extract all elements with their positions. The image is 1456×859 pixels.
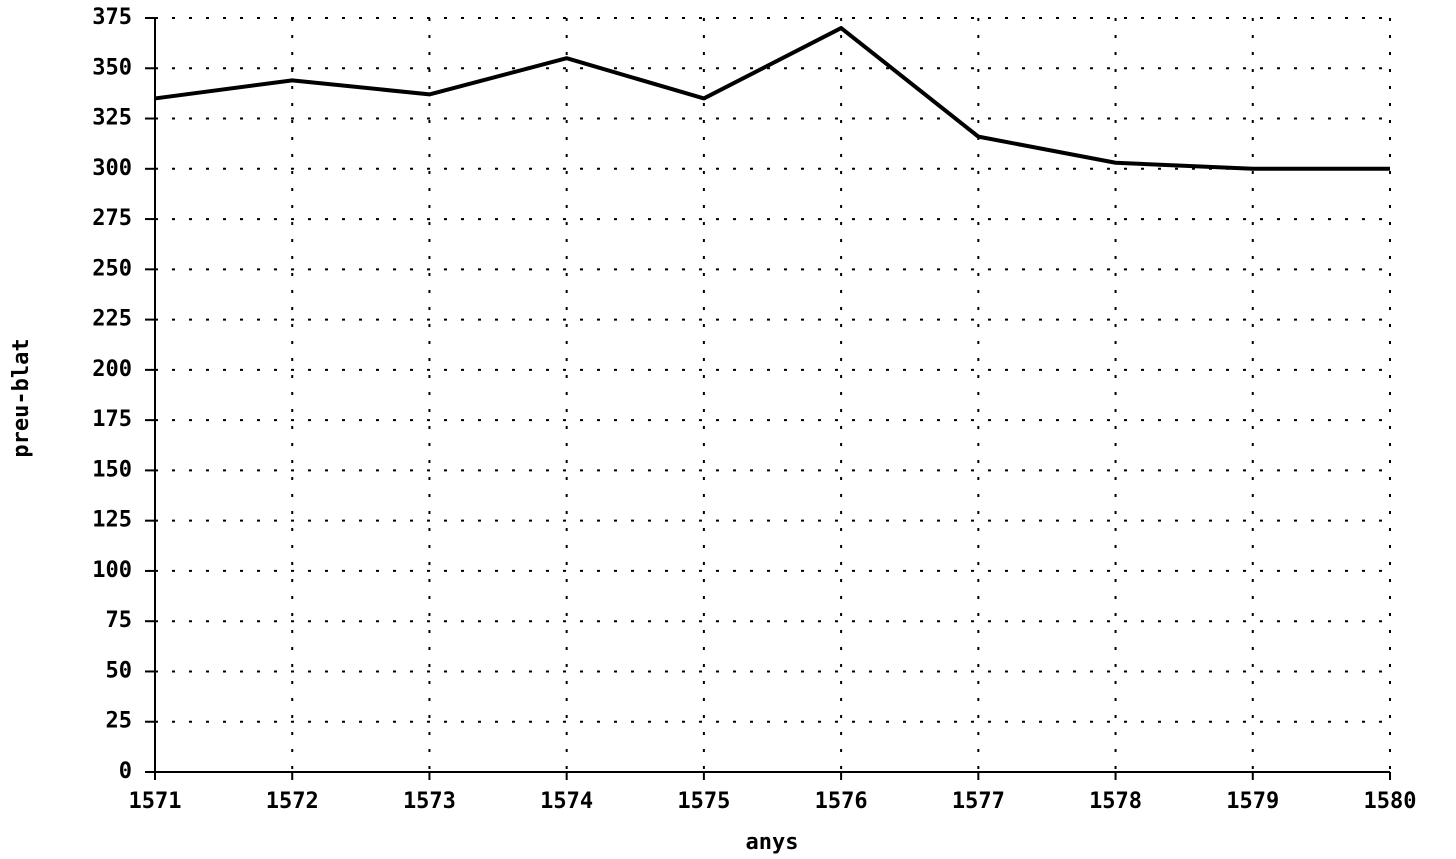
x-tick-label: 1574 bbox=[540, 789, 593, 814]
x-tick-label: 1571 bbox=[129, 789, 182, 814]
y-tick-label: 200 bbox=[92, 357, 132, 382]
x-tick-label: 1572 bbox=[266, 789, 319, 814]
x-tick-label: 1580 bbox=[1364, 789, 1417, 814]
x-axis-label: anys bbox=[746, 830, 799, 855]
x-tick-label: 1573 bbox=[403, 789, 456, 814]
y-tick-label: 375 bbox=[92, 5, 132, 30]
y-tick-label: 75 bbox=[106, 608, 133, 633]
y-tick-label: 275 bbox=[92, 206, 132, 231]
y-tick-label: 350 bbox=[92, 55, 132, 80]
y-tick-label: 50 bbox=[106, 658, 133, 683]
y-tick-label: 150 bbox=[92, 457, 132, 482]
x-tick-label: 1577 bbox=[952, 789, 1005, 814]
y-tick-label: 225 bbox=[92, 307, 132, 332]
y-tick-label: 0 bbox=[119, 759, 132, 784]
x-tick-label: 1578 bbox=[1089, 789, 1142, 814]
y-tick-label: 25 bbox=[106, 709, 133, 734]
y-axis-label: preu-blat bbox=[9, 338, 34, 457]
x-tick-label: 1575 bbox=[677, 789, 730, 814]
x-tick-label: 1579 bbox=[1226, 789, 1279, 814]
y-tick-label: 325 bbox=[92, 106, 132, 131]
y-tick-label: 250 bbox=[92, 256, 132, 281]
y-tick-label: 100 bbox=[92, 558, 132, 583]
y-tick-label: 125 bbox=[92, 508, 132, 533]
x-tick-label: 1576 bbox=[815, 789, 868, 814]
y-tick-label: 175 bbox=[92, 407, 132, 432]
line bbox=[154, 26, 1390, 171]
y-tick-label: 300 bbox=[92, 156, 132, 181]
